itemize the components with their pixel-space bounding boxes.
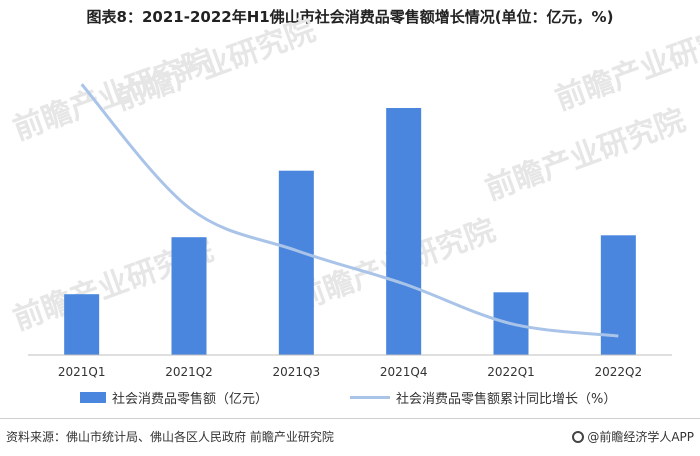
- legend: 社会消费品零售额（亿元） 社会消费品零售额累计同比增长（%）: [0, 388, 700, 408]
- x-tick-label: 2021Q3: [273, 365, 321, 379]
- source-note: 资料来源：佛山市统计局、佛山各区人民政府 前瞻产业研究院: [6, 430, 334, 444]
- credit-text: @前瞻经济学人APP: [587, 430, 694, 444]
- bar-2021Q2: [171, 237, 207, 355]
- brand-logo-icon: [572, 430, 585, 443]
- watermark-text: 前瞻产业研究院: [551, 13, 700, 118]
- chart-title: 图表8：2021-2022年H1佛山市社会消费品零售额增长情况(单位：亿元，%): [86, 8, 614, 26]
- chart-canvas: 前瞻产业研究院前瞻产业研究院前瞻产业研究院前瞻产业研究院前瞻产业研究院前瞻产业研…: [9, 13, 700, 379]
- legend-item-bar: 社会消费品零售额（亿元）: [80, 388, 268, 407]
- x-tick-label: 2022Q2: [595, 365, 643, 379]
- x-tick-label: 2021Q2: [165, 365, 213, 379]
- x-tick-label: 2021Q4: [380, 365, 428, 379]
- bar-2021Q1: [64, 294, 100, 355]
- line-series: [80, 83, 619, 338]
- bar-2021Q3: [278, 170, 314, 355]
- legend-item-line: 社会消费品零售额累计同比增长（%）: [350, 388, 616, 407]
- watermark-text: 前瞻产业研究院: [481, 103, 690, 208]
- legend-label-bar: 社会消费品零售额（亿元）: [112, 392, 269, 407]
- growth-line: [80, 83, 619, 338]
- credit: @前瞻经济学人APP: [572, 428, 694, 445]
- legend-swatch-bar: [80, 392, 106, 403]
- legend-label-line: 社会消费品零售额累计同比增长（%）: [396, 392, 617, 407]
- x-tick-label: 2022Q1: [487, 365, 535, 379]
- x-tick-label: 2021Q1: [58, 365, 106, 379]
- legend-swatch-line: [350, 396, 390, 399]
- watermark-layer: 前瞻产业研究院前瞻产业研究院前瞻产业研究院前瞻产业研究院前瞻产业研究院前瞻产业研…: [9, 13, 700, 338]
- bar-series: [64, 108, 636, 355]
- x-tick-labels: 2021Q1 2021Q2 2021Q3 2021Q4 2022Q1 2022Q2: [58, 365, 642, 379]
- footer-divider: [0, 418, 700, 419]
- bar-2021Q4: [386, 108, 422, 355]
- bar-2022Q2: [600, 235, 636, 355]
